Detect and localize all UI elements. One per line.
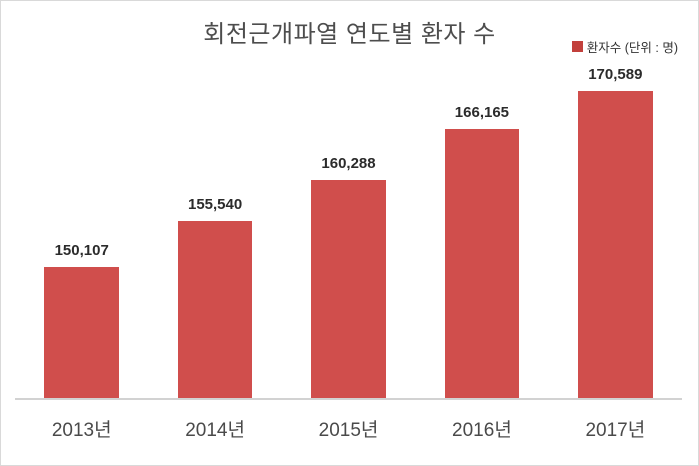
bar-value-label: 166,165 <box>454 103 510 121</box>
x-axis-tick-label: 2013년 <box>51 420 112 441</box>
x-axis-tick-label: 2015년 <box>318 420 379 441</box>
bar-group: 160,288 <box>282 61 415 398</box>
bar <box>577 90 653 398</box>
legend-marker-icon <box>571 41 583 52</box>
x-axis-labels: 2013년 2014년 2015년 2016년 2017년 <box>15 415 682 443</box>
chart-title: 회전근개파열 연도별 환자 수 <box>203 21 496 48</box>
bar <box>177 220 253 398</box>
plot-area: 150,107 155,540 160,288 166,165 170,589 <box>15 61 682 400</box>
x-axis-tick-label: 2017년 <box>585 420 646 441</box>
bar <box>44 267 120 398</box>
bar-group: 150,107 <box>15 61 148 398</box>
bar-group: 166,165 <box>415 61 548 398</box>
bar-value-label: 150,107 <box>54 242 109 260</box>
bar-value-label: 170,589 <box>588 65 643 83</box>
bar <box>444 128 520 398</box>
legend-label: 환자수 (단위 : 명) <box>586 41 678 55</box>
bar-group: 170,589 <box>549 61 682 398</box>
bar <box>311 179 386 398</box>
bar-value-label: 160,288 <box>321 154 376 172</box>
x-axis-tick-label: 2014년 <box>185 420 245 441</box>
x-axis-tick-label: 2016년 <box>452 420 512 441</box>
legend: 환자수 (단위 : 명) <box>571 37 678 56</box>
bar-group: 155,540 <box>148 61 281 398</box>
bar-value-label: 155,540 <box>187 195 243 213</box>
